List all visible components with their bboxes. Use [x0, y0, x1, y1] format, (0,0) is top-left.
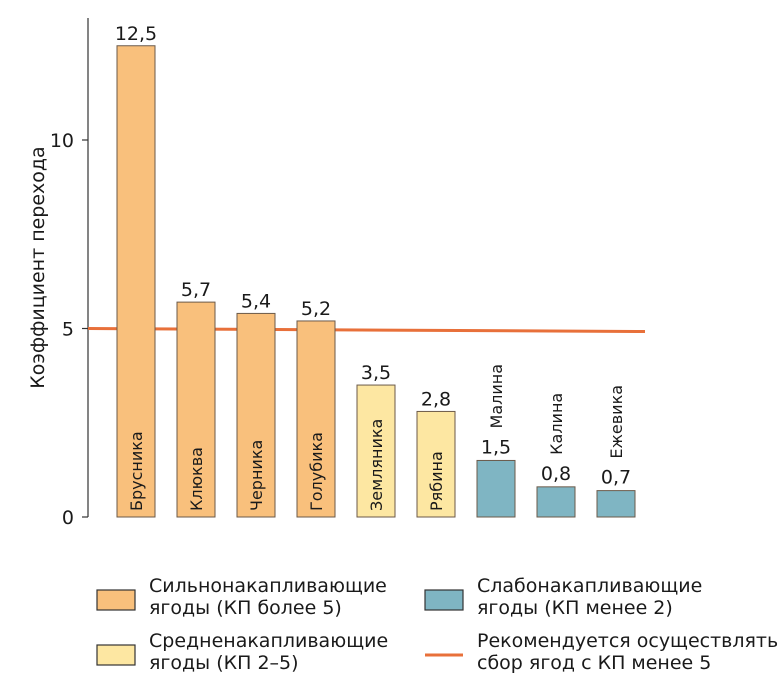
value-label: 1,5 [481, 436, 511, 458]
bars-layer: Брусника 12,5 Клюква 5,7 Черника 5,4 Голубика 5… [115, 23, 636, 518]
value-label: 5,4 [241, 290, 271, 312]
bar [416, 410, 456, 518]
bar [116, 45, 156, 518]
legend-label-line2: ягоды (КП менее 2) [477, 597, 673, 619]
y-axis-title: Коэффициент перехода [27, 146, 49, 388]
legend-label-line1: Сильнонакапливающие [149, 575, 387, 597]
legend-label-line2: сбор ягод с КП менее 5 [477, 652, 711, 674]
legend-label-line2: ягоды (КП 2–5) [149, 652, 299, 674]
category-label: Ежевика [607, 385, 626, 459]
y-tick-label: 10 [50, 130, 74, 152]
legend-label-line1: Средненакапливающие [149, 630, 388, 652]
reference-line-layer [87, 327, 646, 333]
bar [356, 384, 396, 518]
bar [296, 320, 336, 518]
category-label: Брусника [127, 431, 146, 511]
bar [536, 486, 576, 518]
bar [236, 312, 276, 518]
bar [476, 459, 516, 518]
legend-swatch [96, 589, 136, 611]
bar [596, 490, 636, 518]
y-tick-label: 0 [62, 507, 74, 529]
y-tick-label: 5 [62, 319, 74, 341]
value-label: 5,7 [181, 279, 211, 301]
category-label: Калина [547, 393, 566, 455]
category-label: Малина [487, 364, 506, 429]
value-label: 0,8 [541, 463, 571, 485]
category-label: Рябина [427, 451, 446, 511]
value-label: 0,7 [601, 467, 631, 489]
category-label: Клюква [187, 447, 206, 511]
value-label: 3,5 [361, 362, 391, 384]
value-label: 5,2 [301, 298, 331, 320]
legend-label-line2: ягоды (КП более 5) [149, 597, 342, 619]
legend-swatch [424, 589, 464, 611]
value-label: 12,5 [115, 23, 157, 45]
legend-swatch [96, 644, 136, 666]
legend-label-line1: Рекомендуется осуществлять [477, 630, 778, 652]
bar [176, 301, 216, 518]
reference-line [87, 327, 646, 333]
category-label: Земляника [367, 419, 386, 511]
category-label: Голубика [307, 432, 326, 511]
value-label: 2,8 [421, 388, 451, 410]
legend-label-line1: Слабонакапливающие [477, 575, 702, 597]
category-label: Черника [247, 440, 266, 511]
